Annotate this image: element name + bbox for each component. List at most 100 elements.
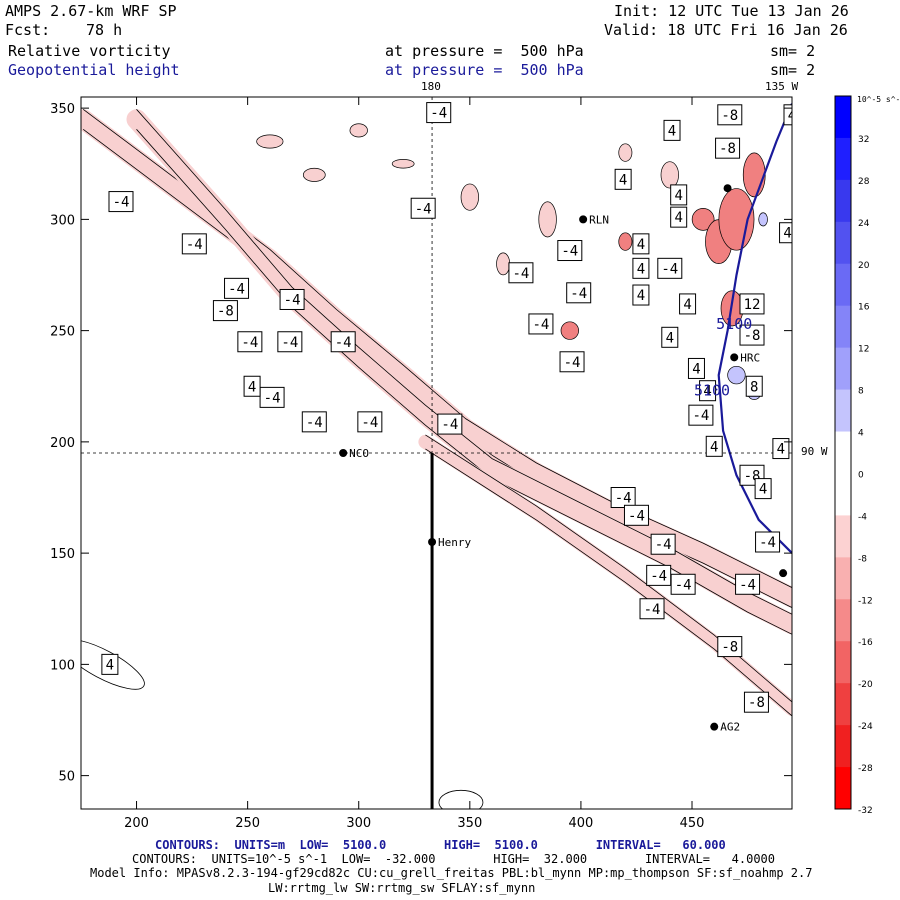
contour-label-box: [108, 191, 134, 213]
y-tick-label: 300: [50, 213, 75, 228]
contour-label: -4: [441, 417, 458, 433]
field-geopotential-sm: sm= 2: [770, 61, 816, 79]
closed-contour-west: [81, 639, 145, 690]
colorbar-swatch: [835, 263, 851, 307]
field-vorticity: Relative vorticity: [8, 42, 171, 60]
contour-label: -4: [361, 415, 378, 431]
geopotential-5100-contour: [717, 103, 792, 554]
contour-label: -4: [564, 355, 581, 371]
vorticity-cell: [742, 152, 766, 198]
colorbar-swatch: [835, 557, 851, 600]
contour-label-box: [670, 206, 688, 228]
contour-label: 4: [637, 237, 645, 253]
contour-label: 4: [683, 297, 691, 313]
longitude-label-90w: 90 W: [801, 445, 828, 458]
station-label: AG2: [720, 721, 740, 734]
vorticity-contour-edge-southern-band: [425, 434, 792, 703]
contour-label-box: [357, 411, 383, 433]
y-tick-label: 150: [50, 547, 75, 562]
contour-label-box: [237, 331, 263, 353]
contour-label-box: [755, 531, 781, 553]
contour-label-box: [783, 104, 792, 126]
field-vorticity-level: at pressure = 500 hPa: [385, 42, 584, 60]
colorbar-swatch: [835, 347, 851, 391]
vorticity-cell: [349, 123, 368, 138]
contour-label: -8: [721, 640, 738, 656]
x-tick-label: 200: [124, 816, 149, 831]
vorticity-cell: [460, 183, 479, 211]
colorbar-swatch: [835, 683, 851, 726]
colorbar-label: -16: [858, 638, 873, 648]
vorticity-cell: [560, 321, 579, 340]
contour-label: -4: [570, 286, 587, 302]
station-marker: [339, 449, 348, 457]
field-vorticity-sm: sm= 2: [770, 42, 816, 60]
station-marker: [730, 353, 739, 362]
contour-label-box: [705, 435, 723, 457]
contour-label: 4: [637, 261, 645, 277]
contour-label-box: [279, 288, 305, 310]
contour-label-box: [437, 413, 463, 435]
vorticity-cell: [618, 143, 633, 162]
station-marker: [723, 184, 732, 193]
colorbar-label: -12: [858, 596, 873, 606]
contour-label-box: [772, 438, 790, 460]
contour-label: -4: [264, 390, 281, 406]
contour-label: -4: [186, 237, 203, 253]
positive-vorticity-cell: [727, 365, 746, 385]
contour-label-box: [650, 533, 676, 555]
contour-label-box: [330, 331, 356, 353]
contour-label: -4: [306, 415, 323, 431]
vorticity-cell: [618, 232, 633, 251]
colorbar-label: -24: [858, 722, 873, 732]
colorbar-label: -8: [858, 554, 867, 564]
colorbar-swatch: [835, 767, 851, 810]
contour-label-box: [779, 222, 792, 244]
vorticity-cell: [302, 167, 326, 182]
contour-label: -8: [748, 695, 765, 711]
contour-label: -4: [228, 281, 245, 297]
colorbar-label: 4: [858, 429, 864, 439]
contour-label: -4: [561, 244, 578, 260]
contour-label-box: [679, 293, 697, 315]
vorticity-cell: [496, 252, 511, 276]
station-marker: [710, 722, 719, 731]
vorticity-cell: [538, 201, 557, 238]
contour-label-box: [717, 104, 743, 126]
y-tick-label: 350: [50, 102, 75, 117]
contour-label: -4: [628, 508, 645, 524]
field-geopotential: Geopotential height: [8, 61, 180, 79]
contour-label-box: [410, 197, 436, 219]
colorbar-label: 20: [858, 261, 870, 271]
valid-time: Valid: 18 UTC Fri 16 Jan 26: [604, 21, 848, 39]
contour-label: 4: [710, 439, 718, 455]
colorbar-frame: [834, 95, 852, 810]
contour-label: 12: [744, 297, 761, 313]
contour-label-box: [426, 102, 452, 124]
contour-label-box: [632, 284, 650, 306]
colorbar-label: 8: [858, 387, 864, 397]
colorbar-label: 16: [858, 303, 870, 313]
contour-label: -4: [739, 577, 756, 593]
contour-label: -4: [615, 491, 632, 507]
vorticity-contour-coastal-band-lower: [136, 129, 792, 635]
contour-label-box: [566, 282, 592, 304]
contour-label: -4: [281, 335, 298, 351]
contour-label: 8: [750, 379, 758, 395]
contour-label-box: [670, 573, 696, 595]
colorbar-label: 28: [858, 177, 870, 187]
y-tick-label: 50: [58, 770, 75, 785]
contour-label-box: [663, 119, 681, 141]
contour-label-box: [301, 411, 327, 433]
station-label: HRC: [740, 351, 760, 364]
x-tick-label: 250: [235, 816, 260, 831]
station-marker: [779, 569, 788, 578]
colorbar-swatch: [835, 179, 851, 223]
contour-label: -4: [650, 568, 667, 584]
contour-label-box: [632, 257, 650, 279]
contour-label-box: [243, 375, 261, 397]
contour-label: 4: [666, 330, 674, 346]
contour-label-box: [101, 653, 119, 675]
longitude-label-135w: 135 W: [765, 80, 799, 93]
contour-label: 4: [703, 384, 711, 400]
